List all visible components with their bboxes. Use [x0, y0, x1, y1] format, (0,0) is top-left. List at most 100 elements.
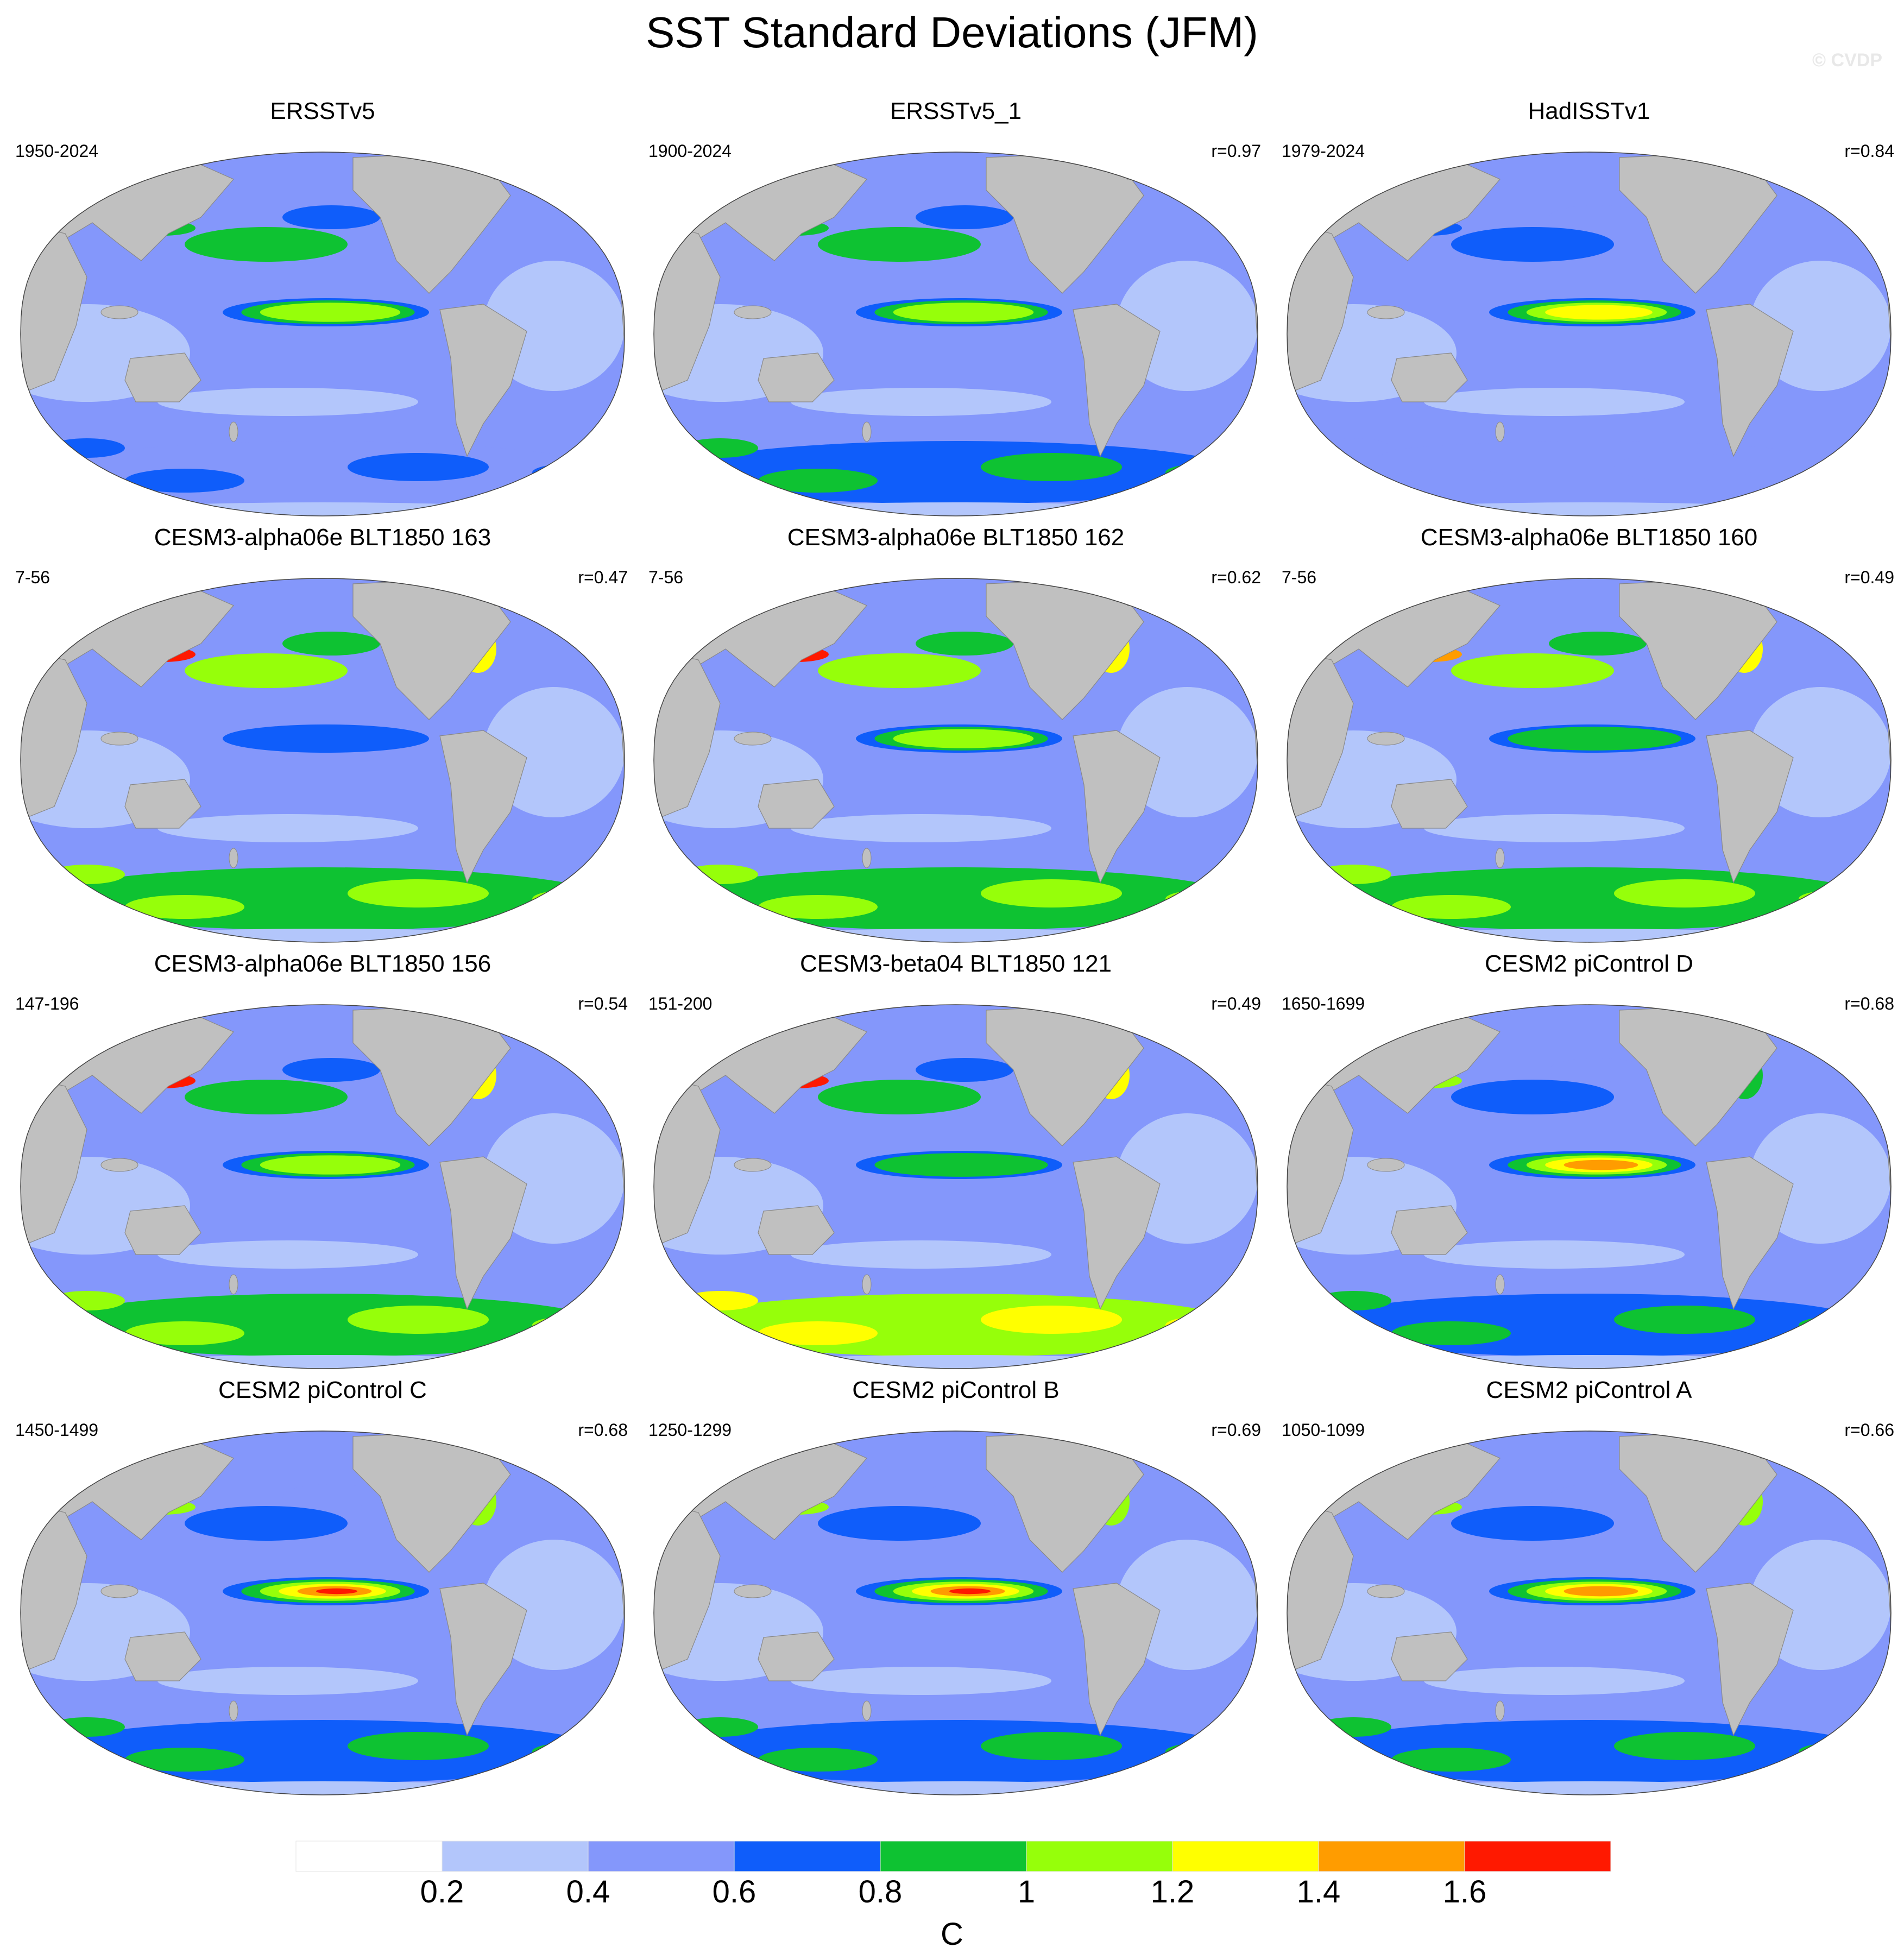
southern-ocean-patch: [49, 438, 125, 458]
north-pacific-anomaly: [1451, 1506, 1614, 1541]
south-america-land: [1706, 1156, 1794, 1310]
south-pacific-low-band: [1424, 388, 1685, 416]
panel-title: CESM3-alpha06e BLT1850 156: [154, 950, 491, 977]
map-svg: [20, 1004, 625, 1369]
southern-ocean-patch: [981, 1732, 1122, 1760]
australia-land: [124, 352, 201, 402]
greenland-land: [1749, 578, 1805, 606]
south-pacific-low-band: [791, 388, 1051, 416]
panel-title: ERSSTv5_1: [890, 98, 1022, 124]
maritime-continent-island: [1367, 1158, 1405, 1172]
map-content: [1287, 578, 1891, 942]
new-zealand-island: [229, 1700, 238, 1721]
southern-ocean-patch: [532, 1743, 608, 1760]
australia-land: [124, 1205, 201, 1255]
greenland-land: [1749, 1431, 1805, 1459]
southern-ocean-patch: [1315, 438, 1391, 458]
colorbar-tick-label: 0.8: [858, 1874, 903, 1909]
north-pacific-anomaly: [1451, 1080, 1614, 1114]
southern-ocean-patch: [1315, 1717, 1391, 1737]
map-content: [21, 1005, 625, 1369]
southern-ocean-patch: [758, 895, 878, 919]
enso-tongue-contour: [260, 1155, 401, 1175]
australia-land: [124, 779, 201, 829]
gulf-of-alaska-anomaly: [916, 632, 1013, 656]
panel-correlation: r=0.68: [578, 1420, 628, 1440]
southern-ocean-patch: [758, 469, 878, 493]
panel-title: ERSSTv5: [270, 98, 375, 124]
map-panel: CESM3-alpha06e BLT1850 160 7-56 r=0.49: [1272, 524, 1904, 953]
southern-ocean-patch: [125, 895, 244, 919]
south-pacific-low-band: [1424, 814, 1685, 842]
southern-ocean-patch: [682, 1291, 758, 1310]
south-pacific-low-band: [157, 1240, 418, 1269]
australia-land: [758, 352, 835, 402]
new-zealand-island: [229, 848, 238, 868]
enso-tongue-contour: [1508, 727, 1681, 751]
southern-ocean-band: [40, 441, 605, 504]
panel-period: 1900-2024: [648, 141, 732, 161]
globe-outline: [653, 152, 1258, 516]
globe-outline: [1287, 1430, 1892, 1795]
map-svg: [653, 1430, 1258, 1795]
southern-ocean-band: [1307, 441, 1871, 504]
panel-period: 7-56: [648, 568, 684, 587]
south-pacific-low-band: [791, 814, 1051, 842]
panel-correlation: r=0.49: [1211, 994, 1261, 1013]
gulf-of-alaska-anomaly: [1549, 205, 1647, 229]
north-pacific-anomaly: [818, 1080, 981, 1114]
gulf-of-alaska-anomaly: [282, 632, 380, 656]
australia-land: [1391, 1205, 1468, 1255]
new-zealand-island: [862, 1274, 872, 1295]
southern-ocean-patch: [49, 865, 125, 884]
globe-outline: [20, 578, 625, 943]
panel-correlation: r=0.54: [578, 994, 628, 1013]
south-america-land: [1073, 730, 1161, 884]
enso-tongue-contour: [316, 1588, 357, 1595]
south-pacific-low-band: [1424, 1667, 1685, 1695]
greenland-land: [483, 1005, 538, 1032]
southern-ocean-patch: [1614, 453, 1755, 481]
panel-title: CESM3-alpha06e BLT1850 162: [787, 524, 1125, 551]
panel-title: CESM2 piControl B: [852, 1377, 1060, 1403]
antarctic-margin: [1307, 502, 1871, 516]
south-america-land: [1073, 304, 1161, 457]
panel-title: CESM3-alpha06e BLT1850 163: [154, 524, 491, 551]
southern-ocean-patch: [1165, 464, 1241, 481]
antarctic-margin: [40, 929, 605, 942]
north-pacific-anomaly: [185, 227, 348, 262]
southern-ocean-band: [40, 867, 605, 930]
south-pacific-low-band: [157, 814, 418, 842]
greenland-land: [483, 152, 538, 180]
greenland-land: [1116, 1005, 1171, 1032]
southern-ocean-patch: [1799, 464, 1875, 481]
antarctic-margin: [1307, 1355, 1871, 1369]
map-content: [1287, 152, 1891, 516]
southern-ocean-patch: [49, 1291, 125, 1310]
map-svg: [653, 152, 1258, 516]
map-panel: CESM3-alpha06e BLT1850 162 7-56 r=0.62: [639, 524, 1273, 953]
panel-period: 147-196: [15, 994, 79, 1013]
antarctic-margin: [1307, 1781, 1871, 1795]
globe-outline: [653, 1004, 1258, 1369]
gulf-of-alaska-anomaly: [282, 1484, 380, 1508]
southern-ocean-patch: [1391, 895, 1511, 919]
maritime-continent-island: [100, 1158, 138, 1172]
south-america-land: [1706, 1583, 1794, 1736]
antarctic-margin: [40, 1781, 605, 1795]
greenland-land: [1116, 1431, 1171, 1459]
map-svg: [653, 1004, 1258, 1369]
panel-title: CESM3-alpha06e BLT1850 160: [1420, 524, 1758, 551]
greenland-land: [1749, 1005, 1805, 1032]
southern-ocean-patch: [1614, 879, 1755, 907]
panel-correlation: r=0.97: [1211, 141, 1261, 161]
gulf-of-alaska-anomaly: [282, 1058, 380, 1082]
maritime-continent-island: [1367, 1584, 1405, 1598]
new-zealand-island: [229, 421, 238, 442]
greenland-land: [1116, 152, 1171, 180]
globe-outline: [20, 1430, 625, 1795]
colorbar-tick-label: 1: [1017, 1874, 1036, 1909]
panel-period: 1979-2024: [1282, 141, 1365, 161]
southern-ocean-patch: [1391, 1321, 1511, 1345]
australia-land: [124, 1631, 201, 1681]
